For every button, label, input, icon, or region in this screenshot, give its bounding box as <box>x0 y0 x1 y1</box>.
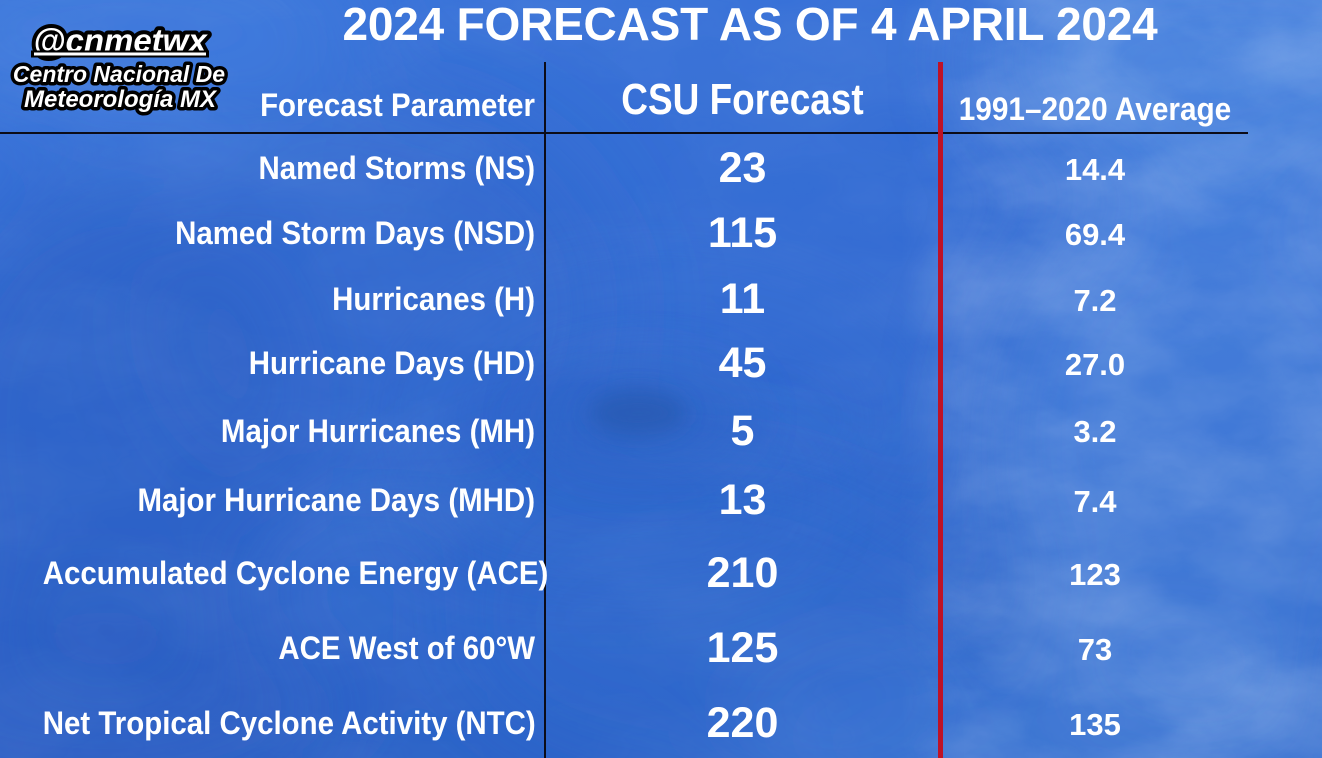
svg-text:Centro Nacional De: Centro Nacional De <box>13 61 225 87</box>
svg-text:Meteorología MX: Meteorología MX <box>24 86 218 113</box>
